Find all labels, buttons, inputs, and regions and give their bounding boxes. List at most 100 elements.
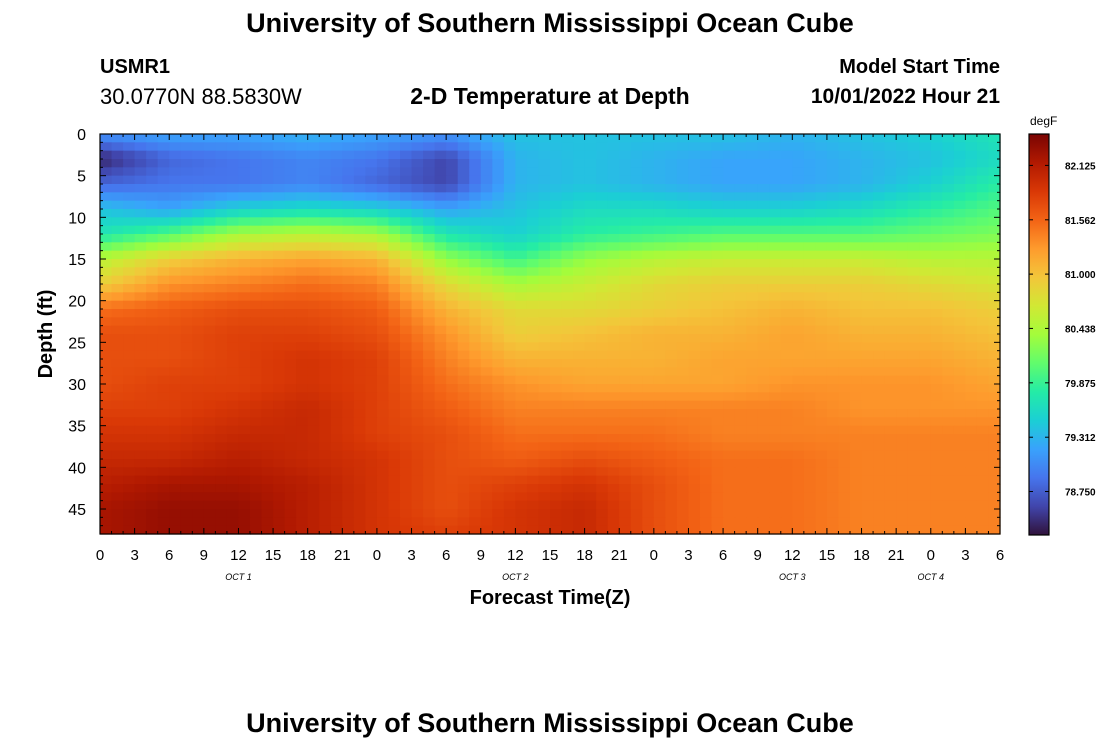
heatmap-cell — [630, 267, 643, 277]
heatmap-cell — [607, 500, 620, 510]
heatmap-cell — [400, 334, 413, 343]
heatmap-cell — [838, 192, 851, 202]
heatmap-cell — [469, 334, 482, 343]
heatmap-cell — [965, 200, 978, 210]
heatmap-cell — [157, 434, 170, 443]
heatmap-cell — [826, 525, 840, 535]
heatmap-cell — [284, 192, 297, 202]
heatmap-cell — [146, 167, 159, 177]
heatmap-cell — [873, 417, 886, 427]
heatmap-cell — [584, 384, 597, 393]
heatmap-cell — [365, 200, 378, 210]
heatmap-cell — [700, 459, 713, 468]
heatmap-cell — [976, 200, 990, 210]
heatmap-cell — [630, 275, 643, 285]
heatmap-cell — [746, 459, 759, 468]
heatmap-cell — [353, 192, 366, 202]
heatmap-cell — [273, 442, 286, 452]
heatmap-cell — [215, 242, 228, 252]
heatmap-cell — [861, 184, 874, 193]
heatmap-cell — [296, 192, 309, 202]
heatmap-cell — [907, 367, 920, 377]
heatmap-cell — [803, 450, 816, 460]
heatmap-cell — [815, 425, 828, 435]
heatmap-cell — [942, 492, 955, 502]
heatmap-cell — [953, 375, 966, 385]
heatmap-cell — [780, 484, 793, 493]
heatmap-cell — [596, 484, 609, 493]
heatmap-cell — [111, 150, 124, 160]
heatmap-cell — [561, 500, 574, 510]
heatmap-cell — [676, 425, 690, 435]
heatmap-cell — [365, 175, 378, 185]
heatmap-cell — [434, 525, 447, 535]
heatmap-cell — [676, 500, 690, 510]
heatmap-cell — [365, 392, 378, 402]
heatmap-cell — [873, 192, 886, 202]
heatmap-cell — [250, 342, 263, 352]
heatmap-cell — [826, 392, 840, 402]
heatmap-cell — [757, 217, 770, 227]
heatmap-cell — [180, 500, 193, 510]
heatmap-cell — [676, 184, 690, 193]
heatmap-cell — [803, 259, 816, 268]
heatmap-cell — [942, 467, 955, 477]
heatmap-cell — [123, 334, 136, 343]
heatmap-cell — [273, 384, 286, 393]
heatmap-cell — [446, 409, 459, 418]
heatmap-cell — [630, 309, 643, 318]
heatmap-cell — [330, 342, 343, 352]
heatmap-cell — [296, 150, 309, 160]
heatmap-cell — [515, 259, 528, 268]
heatmap-cell — [884, 192, 897, 202]
heatmap-cell — [180, 475, 193, 485]
heatmap-cell — [226, 209, 240, 218]
heatmap-cell — [561, 517, 574, 527]
heatmap-cell — [873, 250, 886, 260]
heatmap-cell — [630, 417, 643, 427]
x-tick-label: 15 — [265, 547, 282, 564]
heatmap-cell — [446, 400, 459, 410]
heatmap-cell — [192, 359, 205, 368]
heatmap-cell — [296, 209, 309, 218]
heatmap-cell — [480, 325, 493, 335]
heatmap-cell — [861, 267, 874, 277]
heatmap-cell — [411, 425, 424, 435]
heatmap-cell — [619, 309, 632, 318]
heatmap-cell — [746, 492, 759, 502]
heatmap-cell — [988, 192, 1001, 202]
heatmap-cell — [319, 150, 332, 160]
heatmap-cell — [630, 150, 643, 160]
heatmap-cell — [850, 159, 863, 168]
x-tick-label: 9 — [754, 547, 762, 564]
heatmap-cell — [746, 267, 759, 277]
heatmap-cell — [711, 475, 724, 485]
heatmap-cell — [596, 459, 609, 468]
heatmap-cell — [780, 284, 793, 293]
heatmap-cell — [896, 517, 909, 527]
heatmap-cell — [953, 492, 966, 502]
heatmap-cell — [307, 367, 320, 377]
heatmap-cell — [723, 342, 736, 352]
x-tick-label: 6 — [442, 547, 450, 564]
heatmap-cell — [896, 434, 909, 443]
heatmap-cell — [757, 259, 770, 268]
heatmap-cell — [884, 234, 897, 243]
heatmap-cell — [215, 292, 228, 302]
heatmap-cell — [342, 225, 355, 235]
heatmap-cell — [653, 425, 666, 435]
heatmap-cell — [365, 317, 378, 327]
heatmap-cell — [884, 275, 897, 285]
heatmap-cell — [446, 259, 459, 268]
date-label: OCT 3 — [779, 572, 806, 582]
heatmap-cell — [930, 250, 943, 260]
heatmap-cell — [757, 417, 770, 427]
heatmap-cell — [953, 384, 966, 393]
heatmap-cell — [942, 359, 955, 368]
heatmap-cell — [838, 300, 851, 310]
heatmap-cell — [261, 525, 274, 535]
heatmap-cell — [515, 309, 528, 318]
heatmap-cell — [746, 209, 759, 218]
heatmap-cell — [665, 150, 678, 160]
heatmap-cell — [653, 242, 666, 252]
